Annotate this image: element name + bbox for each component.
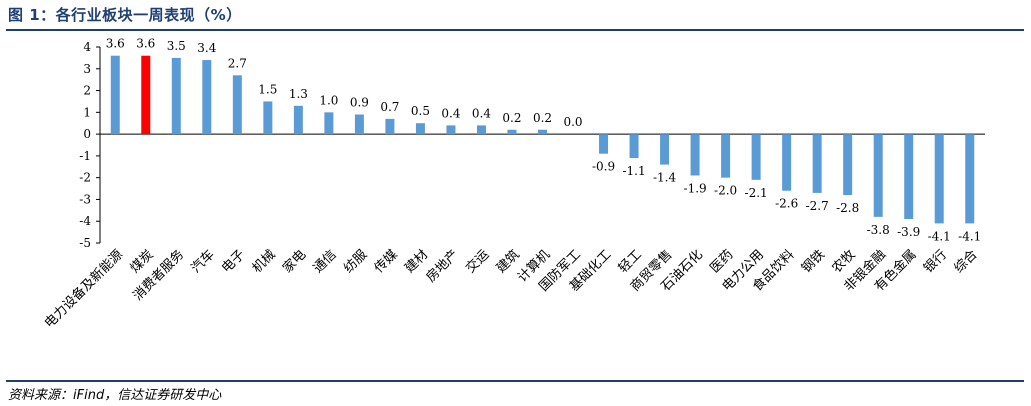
- bar-6: [263, 101, 273, 135]
- x-tick-label: 银行: [921, 247, 950, 276]
- bar-22: [751, 134, 761, 180]
- data-label: 0.2: [502, 111, 521, 125]
- x-tick-label: 纺服: [341, 247, 370, 276]
- source-note: 资料来源：iFind，信达证券研发中心: [8, 388, 222, 403]
- figure-title-bar: 图 1：各行业板块一周表现（%）: [6, 2, 1024, 31]
- x-tick-label: 家电: [279, 247, 309, 277]
- bar-2: [141, 55, 151, 135]
- y-tick-label: -5: [79, 236, 91, 250]
- bar-24: [812, 134, 822, 193]
- bar-12: [446, 125, 456, 135]
- x-tick-label: 汽车: [188, 247, 218, 277]
- y-tick-label: -3: [79, 192, 91, 206]
- data-label: -2.0: [714, 184, 737, 198]
- bar-15: [538, 129, 547, 135]
- bar-19: [660, 134, 670, 165]
- y-tick-label: 2: [83, 84, 91, 98]
- y-tick-label: -2: [79, 171, 91, 185]
- bar-21: [721, 134, 731, 178]
- bar-chart: 43210-1-2-3-4-53.6电力设备及新能源3.6煤炭3.5消费者服务3…: [41, 37, 985, 332]
- data-label: 0.4: [441, 106, 460, 120]
- bar-7: [293, 105, 303, 135]
- data-label: -2.6: [775, 197, 798, 211]
- data-label: 1.5: [258, 82, 277, 96]
- bar-8: [324, 112, 334, 135]
- bar-25: [843, 134, 853, 196]
- x-tick-label: 传媒: [372, 247, 401, 276]
- y-tick-label: 3: [83, 62, 91, 76]
- data-label: 0.9: [350, 96, 369, 110]
- bar-10: [385, 118, 395, 135]
- x-tick-label: 电子: [219, 247, 248, 276]
- data-label: -3.8: [867, 223, 890, 237]
- bar-29: [965, 134, 975, 224]
- bar-14: [507, 129, 517, 135]
- data-label: -2.1: [745, 186, 768, 200]
- data-label: 0.4: [472, 106, 491, 120]
- figure-title: 图 1：各行业板块一周表现（%）: [8, 6, 242, 24]
- data-label: 1.3: [289, 87, 308, 101]
- data-label: 3.4: [197, 41, 216, 55]
- x-tick-label: 综合: [952, 247, 981, 276]
- data-label: 0.7: [380, 100, 399, 114]
- bar-27: [904, 134, 914, 220]
- x-tick-label: 通信: [311, 247, 340, 276]
- data-label: -1.1: [622, 164, 645, 178]
- y-tick-label: -1: [79, 149, 91, 163]
- x-tick-label: 房地产: [423, 247, 462, 286]
- data-label: 2.7: [228, 56, 247, 70]
- data-label: 0.5: [411, 104, 430, 118]
- data-label: -3.9: [897, 225, 920, 239]
- data-label: -4.1: [958, 229, 981, 243]
- bar-3: [171, 57, 181, 135]
- bar-1: [110, 55, 120, 135]
- bar-5: [232, 75, 242, 135]
- data-label: -2.7: [806, 199, 829, 213]
- bar-17: [599, 134, 609, 154]
- source-divider: [6, 380, 1024, 382]
- bar-11: [415, 123, 425, 135]
- bar-26: [873, 134, 883, 217]
- data-label: 0.2: [533, 111, 552, 125]
- y-tick-label: -4: [79, 214, 91, 228]
- data-label: -1.4: [653, 171, 677, 185]
- y-tick-label: 0: [83, 127, 91, 141]
- bar-13: [476, 125, 486, 135]
- data-label: -1.9: [684, 181, 707, 195]
- bar-9: [354, 114, 364, 135]
- x-tick-label: 电力设备及新能源: [41, 247, 126, 332]
- bar-28: [934, 134, 944, 224]
- bar-23: [782, 134, 792, 191]
- y-tick-label: 1: [83, 105, 91, 119]
- data-label: 3.5: [167, 39, 186, 53]
- data-label: 1.0: [319, 93, 338, 107]
- x-tick-label: 钢铁: [799, 247, 828, 276]
- data-label: 3.6: [136, 37, 155, 51]
- x-tick-label: 机械: [250, 247, 279, 276]
- x-tick-label: 交运: [463, 247, 493, 277]
- bar-18: [629, 134, 639, 159]
- data-label: 0.0: [563, 115, 582, 129]
- bar-20: [690, 134, 700, 176]
- data-label: -4.1: [928, 229, 951, 243]
- chart-area: 4 3 2 1 0 -1 -2 -3 -4 -5 3.6 电力设备及新能源 3.6 煤炭 3.5 消费者服务 3…: [0, 30, 1031, 376]
- bar-4: [202, 60, 212, 135]
- title-divider: [6, 29, 1024, 31]
- data-label: -2.8: [836, 201, 859, 215]
- data-label: 3.6: [106, 37, 125, 51]
- y-tick-label: 4: [83, 40, 91, 54]
- data-label: -0.9: [592, 160, 615, 174]
